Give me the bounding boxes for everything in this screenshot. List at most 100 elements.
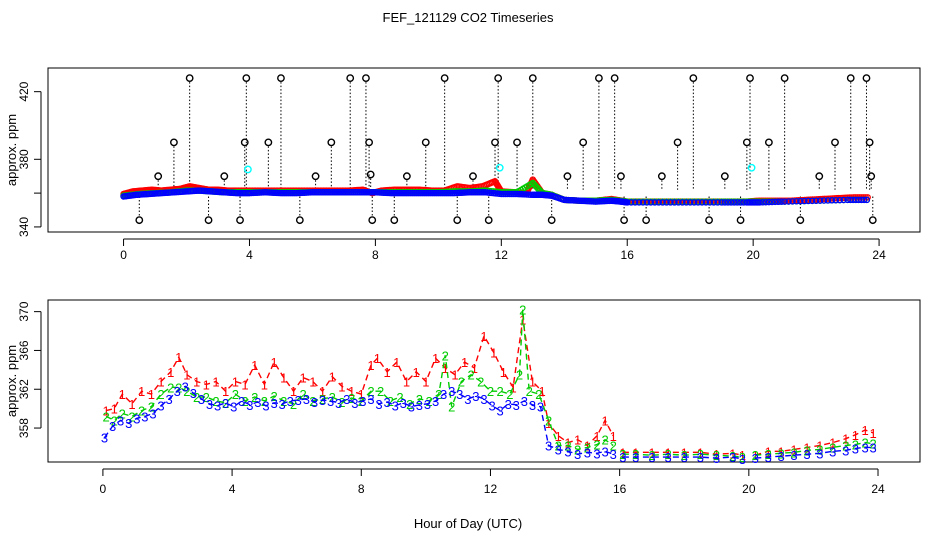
series-marker-3: 3 xyxy=(610,447,617,462)
top-point-3 xyxy=(498,190,505,198)
flag-point xyxy=(236,216,244,225)
series-marker-3: 3 xyxy=(861,440,868,455)
series-marker-1: 1 xyxy=(574,433,581,448)
series-marker-1: 1 xyxy=(601,413,608,428)
x-tick-label: 16 xyxy=(621,248,635,262)
series-marker-3: 3 xyxy=(842,443,849,458)
flag-point xyxy=(240,138,249,147)
flag-point xyxy=(595,74,603,83)
x-tick-label: 16 xyxy=(613,482,627,496)
top-point-3 xyxy=(344,189,352,196)
series-marker-1: 1 xyxy=(309,374,316,389)
top-point-3 xyxy=(820,197,828,204)
series-marker-2: 2 xyxy=(241,394,248,409)
series-marker-1: 1 xyxy=(319,384,326,399)
series-marker-3: 3 xyxy=(632,450,639,465)
flag-point xyxy=(242,74,251,83)
series-marker-3: 3 xyxy=(359,394,366,409)
series-marker-1: 1 xyxy=(829,436,836,451)
series-marker-1: 1 xyxy=(374,351,381,366)
series-marker-2: 2 xyxy=(506,387,513,402)
series-marker-1: 1 xyxy=(648,445,655,460)
series-marker-1: 1 xyxy=(157,374,164,389)
series-marker-1: 1 xyxy=(367,358,374,373)
series-marker-3: 3 xyxy=(488,399,495,414)
series-line-1 xyxy=(755,429,874,456)
y-tick-label: 362 xyxy=(17,379,31,399)
series-marker-3: 3 xyxy=(327,394,334,409)
series-marker-1: 1 xyxy=(300,371,307,386)
flag-point xyxy=(421,138,430,147)
series-marker-1: 1 xyxy=(222,384,229,399)
y-axis-label-top: approx. ppm xyxy=(4,114,19,186)
series-marker-1: 1 xyxy=(348,384,355,399)
series-marker-3: 3 xyxy=(311,395,318,410)
series-marker-2: 2 xyxy=(610,439,617,454)
top-point-3 xyxy=(313,189,320,196)
top-point-3 xyxy=(785,198,792,205)
flag-point xyxy=(673,138,682,147)
bottom-series-3: 33 3 3 3 3 33 33 3 3 3 3 3 3 3 3 3 3 3 3 3 3 3 3 3 3 3 3 3 3 3 3 3 3 3 3 3 3… xyxy=(101,379,877,467)
flag-point xyxy=(402,172,411,181)
series-marker-1: 1 xyxy=(529,374,536,389)
series-line-3 xyxy=(103,385,614,455)
series-marker-2: 2 xyxy=(148,400,155,415)
series-marker-3: 3 xyxy=(351,396,358,411)
series-marker-3: 3 xyxy=(165,392,172,407)
y-tick-label: 380 xyxy=(17,149,31,169)
top-point-3 xyxy=(840,196,847,204)
flag-point xyxy=(689,74,698,83)
series-marker-2: 2 xyxy=(193,390,200,405)
series-marker-1: 1 xyxy=(393,355,400,370)
series-marker-3: 3 xyxy=(141,409,148,424)
top-point-3 xyxy=(391,189,399,197)
series-marker-3: 3 xyxy=(254,395,261,410)
series-marker-2: 2 xyxy=(739,450,746,465)
flag-point xyxy=(469,172,477,181)
x-tick-label: 8 xyxy=(372,248,379,262)
top-point-3 xyxy=(315,189,322,196)
top-point-3 xyxy=(765,198,773,206)
top-point-3 xyxy=(407,189,415,197)
top-point-3 xyxy=(427,189,434,197)
top-point-3 xyxy=(724,199,732,206)
series-marker-3: 3 xyxy=(619,450,626,465)
series-marker-1: 1 xyxy=(111,402,118,417)
flag-point xyxy=(440,74,449,83)
series-marker-2: 2 xyxy=(816,442,823,457)
flag-point xyxy=(617,172,625,181)
top-point-3 xyxy=(476,189,483,196)
flag-point xyxy=(780,74,789,83)
series-marker-2: 2 xyxy=(387,394,394,409)
top-series-3 xyxy=(120,187,871,206)
top-point-3 xyxy=(679,199,686,206)
series-line-3 xyxy=(755,446,874,459)
top-point-3 xyxy=(309,189,316,196)
series-marker-2: 2 xyxy=(425,394,432,409)
series-marker-2: 2 xyxy=(526,384,533,399)
flag-point xyxy=(220,172,229,181)
top-point-3 xyxy=(356,189,363,196)
top-point-3 xyxy=(283,189,291,197)
series-marker-2: 2 xyxy=(752,448,759,463)
series-marker-3: 3 xyxy=(295,393,302,408)
series-marker-1: 1 xyxy=(119,387,126,402)
x-tick-label: 20 xyxy=(742,482,756,496)
top-point-3 xyxy=(437,189,444,197)
x-tick-label: 4 xyxy=(246,248,253,262)
x-tick-label: 4 xyxy=(229,482,236,496)
series-marker-3: 3 xyxy=(480,392,487,407)
series-marker-2: 2 xyxy=(729,449,736,464)
flag-point xyxy=(862,74,871,83)
series-marker-3: 3 xyxy=(319,393,326,408)
series-marker-3: 3 xyxy=(472,389,479,404)
top-data-layer xyxy=(120,74,877,225)
flag-point xyxy=(327,138,336,147)
top-point-3 xyxy=(797,197,804,205)
top-point-3 xyxy=(397,189,405,197)
flag-point xyxy=(657,172,666,181)
series-marker-3: 3 xyxy=(574,447,581,462)
y-axis-label-bottom: approx. ppm xyxy=(4,345,19,417)
top-point-3 xyxy=(828,197,836,204)
flag-point xyxy=(620,216,628,225)
